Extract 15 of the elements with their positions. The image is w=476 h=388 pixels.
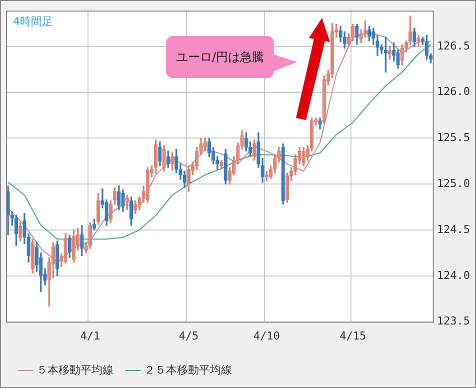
y-tick-label: 124.0: [436, 268, 470, 282]
y-tick-label: 126.5: [436, 39, 470, 52]
x-tick-label: 4/10: [253, 329, 280, 342]
chart-title: 4時間足: [13, 14, 53, 29]
y-tick-label: 124.5: [436, 222, 470, 236]
legend-label: ５本移動平均線: [36, 363, 114, 376]
legend-label: ２５本移動平均線: [144, 363, 232, 376]
x-tick-label: 4/1: [80, 329, 100, 342]
annotation: ユーロ/円は急騰: [166, 36, 274, 78]
x-tick-label: 4/15: [340, 329, 366, 342]
y-tick-label: 125.5: [436, 131, 470, 144]
y-tick-label: 126.0: [436, 85, 470, 98]
y-tick-label: 123.5: [436, 314, 470, 328]
y-tick-label: 125.0: [436, 176, 470, 190]
x-tick-label: 4/5: [178, 329, 199, 342]
